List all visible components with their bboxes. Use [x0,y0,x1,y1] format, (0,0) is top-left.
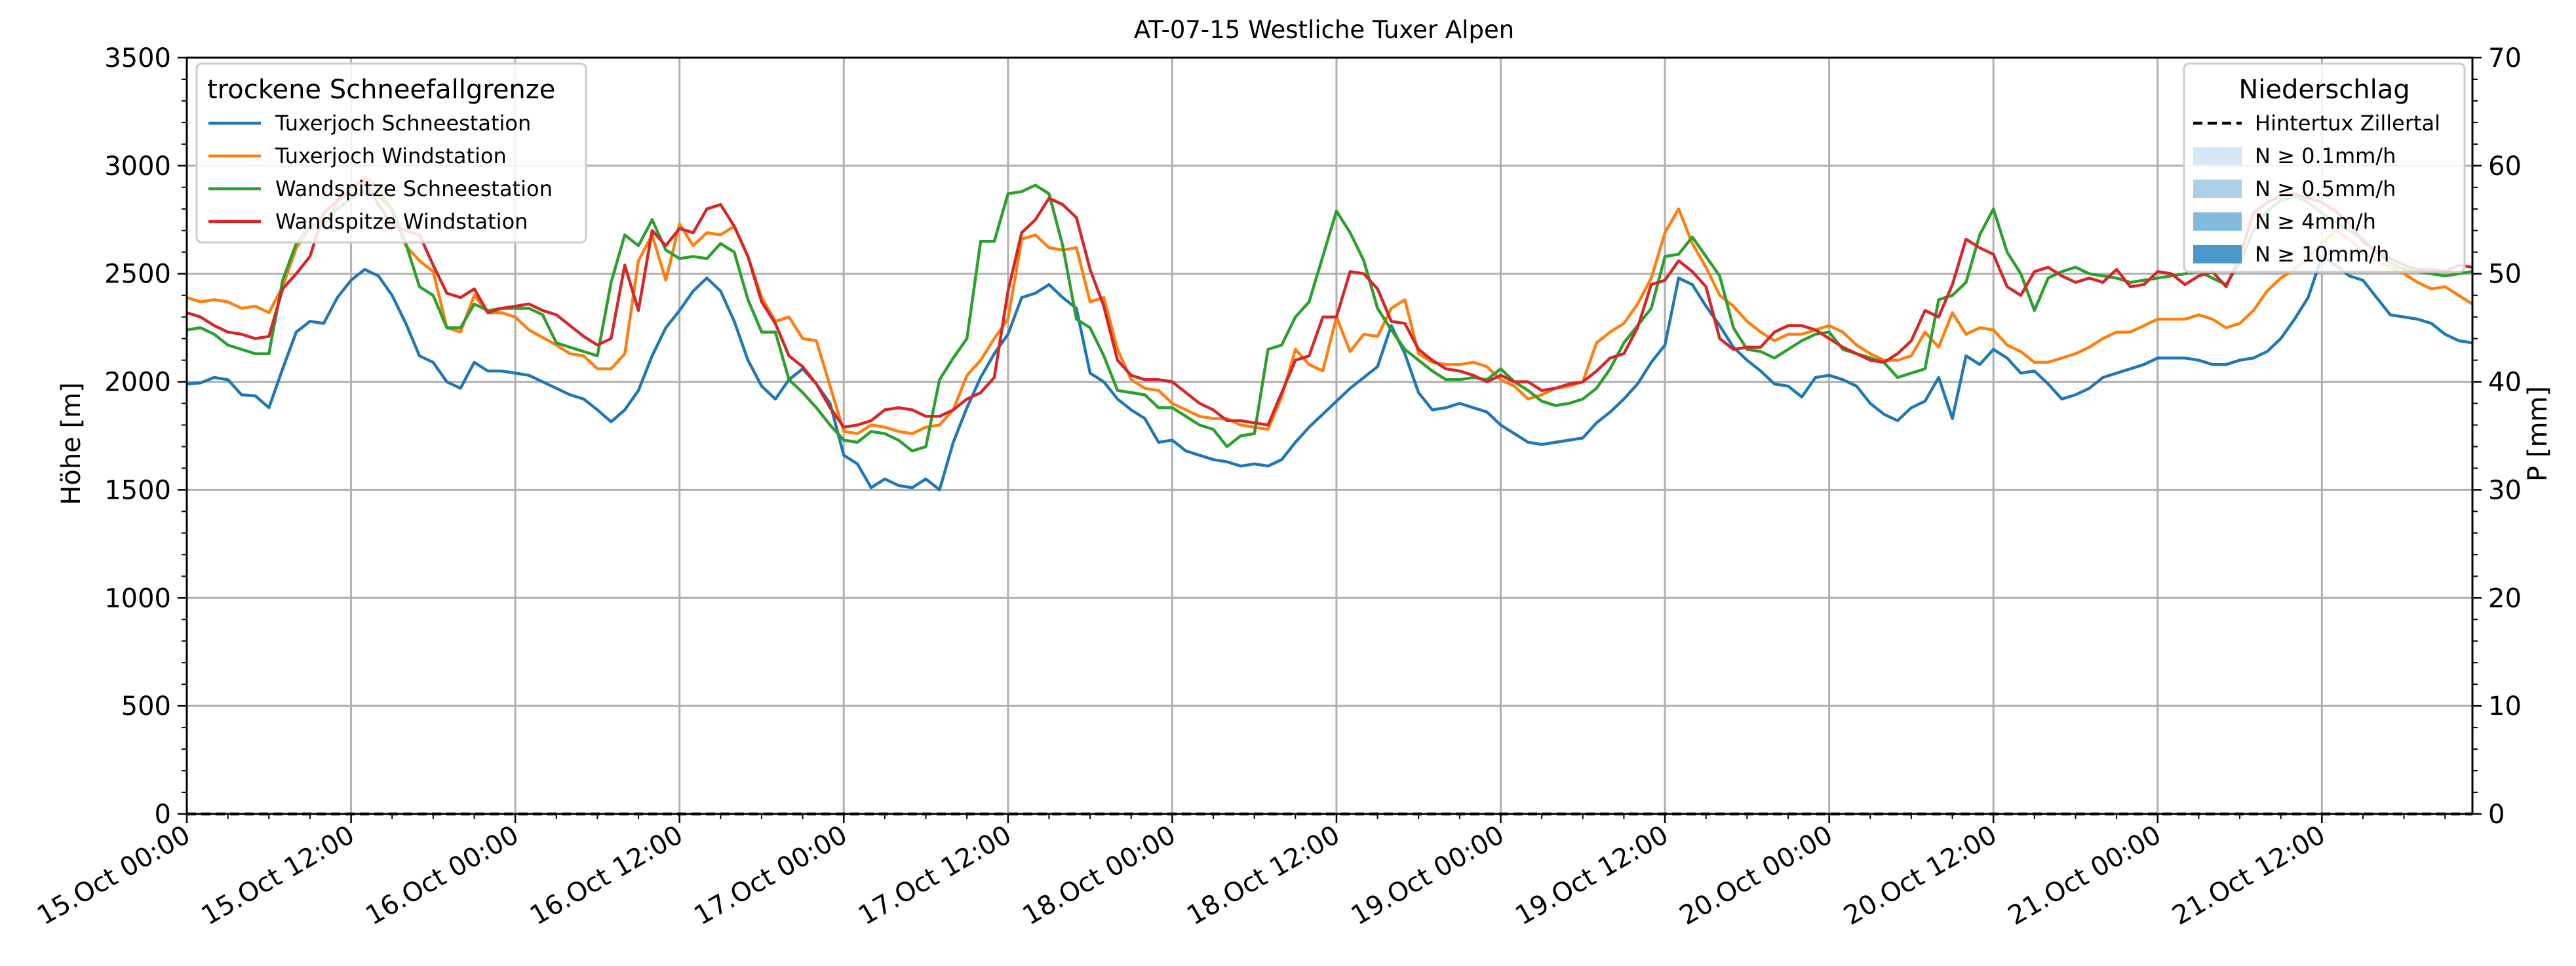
y-tick-label: 1000 [104,583,171,613]
legend-left-entries: Tuxerjoch Schneestation Tuxerjoch Windsta… [208,111,553,234]
y2-tick-label: 60 [2488,151,2522,182]
legend-left-box [195,62,587,244]
legend-left-label: Tuxerjoch Windstation [275,144,507,168]
legend-left-label: Wandspitze Windstation [275,209,528,234]
legend-right-label: N ≥ 0.1mm/h [2255,144,2396,168]
y2-tick-label: 30 [2488,475,2522,505]
y2-axis-label: P [mm] [2523,386,2553,482]
plot-frame [185,56,2474,815]
legend-right-swatch [2193,212,2242,231]
y-tick-label: 3500 [104,43,171,73]
legend-right-title: Niederschlag [2238,75,2410,105]
y-axis-label: Höhe [m] [56,382,87,505]
y2-tick-label: 70 [2488,43,2522,73]
legend-right-label: N ≥ 4mm/h [2255,209,2376,234]
legend-right-label: Hintertux Zillertal [2255,111,2440,136]
series-line-3 [186,179,2473,429]
legend-right: Niederschlag Hintertux Zillertal N ≥ 0.1m… [2183,62,2466,273]
y-tick-label: 1500 [104,475,171,505]
legend-right-label: N ≥ 10mm/h [2255,242,2389,267]
series-line-2 [186,184,2473,453]
legend-right-label: N ≥ 0.5mm/h [2255,176,2396,201]
y-tick-label: 500 [121,691,171,722]
legend-right-box [2183,62,2466,273]
legend-right-swatch [2193,245,2242,263]
y2-tick-label: 10 [2488,691,2522,722]
y-tick-label: 2500 [104,260,171,290]
legend-left: trockene Schneefallgrenze Tuxerjoch Schn… [195,62,587,244]
legend-right-swatch [2193,147,2242,165]
y2-tick-label: 40 [2488,368,2522,398]
series-line-1 [186,175,2474,435]
y-tick-label: 3000 [104,151,171,182]
series-line-0 [186,255,2473,492]
y2-tick-label: 0 [2488,800,2505,830]
legend-left-title: trockene Schneefallgrenze [207,75,555,105]
y2-tick-label: 20 [2488,583,2522,613]
legend-right-swatch [2193,180,2242,198]
chart-title: AT-07-15 Westliche Tuxer Alpen [1134,16,1514,44]
y2-tick-label: 50 [2488,260,2522,290]
legend-left-label: Tuxerjoch Schneestation [275,111,531,136]
grid [187,58,2472,814]
legend-left-label: Wandspitze Schneestation [275,176,553,201]
series-lines [186,175,2474,492]
y-tick-label: 2000 [104,368,171,398]
legend-right-entries: Hintertux Zillertal N ≥ 0.1mm/h N ≥ 0.5mm/… [2193,111,2440,267]
y-tick-label: 0 [155,800,171,830]
